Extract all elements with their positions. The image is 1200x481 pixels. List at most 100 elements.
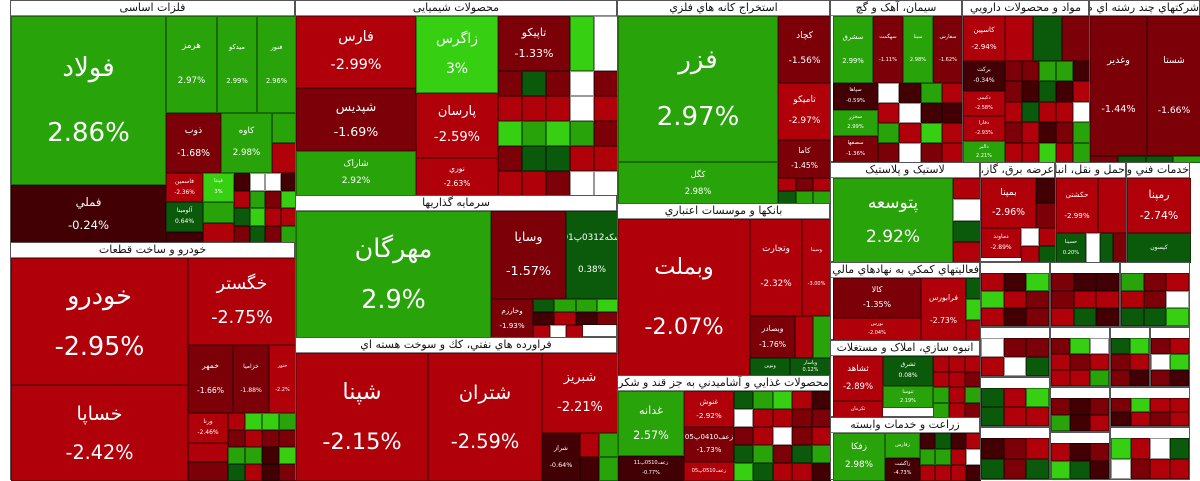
small-stock-tile[interactable]	[949, 387, 965, 403]
small-stock-tile[interactable]	[1073, 122, 1090, 143]
small-stock-tile[interactable]	[878, 143, 900, 163]
stock-tile[interactable]: زعف0510پ05	[684, 462, 734, 481]
small-stock-tile[interactable]	[778, 178, 796, 191]
sector-title[interactable]: خودرو و ساخت قطعات	[11, 243, 294, 258]
small-stock-tile[interactable]	[1089, 443, 1109, 461]
small-stock-tile[interactable]	[965, 387, 981, 403]
small-stock-tile[interactable]	[1073, 308, 1097, 326]
small-stock-tile[interactable]	[1038, 228, 1056, 246]
small-stock-tile[interactable]	[1051, 290, 1074, 309]
small-stock-tile[interactable]	[498, 146, 522, 171]
stock-tile[interactable]: شپدیس -1.69%	[296, 88, 416, 151]
small-stock-tile[interactable]	[933, 371, 949, 387]
small-stock-tile[interactable]	[1051, 308, 1074, 326]
small-stock-tile[interactable]	[1096, 290, 1119, 309]
small-stock-tile[interactable]	[792, 391, 812, 409]
small-stock-tile[interactable]	[965, 356, 981, 372]
sector-title[interactable]: مواد و محصولات دارويي	[963, 1, 1088, 16]
small-stock-tile[interactable]	[933, 402, 949, 418]
stock-tile[interactable]: پتوسعه 2.92%	[833, 178, 953, 263]
small-stock-tile[interactable]	[753, 427, 773, 445]
stock-tile[interactable]: وسینا -3.00%	[802, 219, 831, 316]
small-stock-tile[interactable]	[546, 96, 570, 121]
small-stock-tile[interactable]	[570, 146, 594, 171]
small-stock-tile[interactable]	[1130, 458, 1150, 479]
small-stock-tile[interactable]	[953, 199, 981, 221]
small-stock-tile[interactable]	[1051, 461, 1071, 479]
sector-title[interactable]: محصولات غذايي و آشاميدني به جز قند و شكر	[618, 376, 829, 391]
small-stock-tile[interactable]	[1130, 370, 1149, 386]
small-stock-tile[interactable]	[1061, 16, 1090, 61]
small-stock-tile[interactable]	[920, 83, 942, 103]
small-stock-tile[interactable]	[575, 299, 597, 312]
small-stock-tile[interactable]	[792, 427, 812, 445]
small-stock-tile[interactable]	[1096, 273, 1119, 291]
small-stock-tile[interactable]	[594, 16, 618, 71]
small-stock-tile[interactable]	[234, 208, 250, 226]
small-stock-tile[interactable]	[1121, 290, 1144, 309]
small-stock-tile[interactable]	[795, 178, 814, 191]
small-stock-tile[interactable]	[546, 171, 570, 196]
small-stock-tile[interactable]	[792, 445, 812, 463]
small-stock-tile[interactable]	[792, 409, 812, 427]
sector-title[interactable]: انبوه سازي، املاک و مستغلات	[831, 341, 979, 356]
small-stock-tile[interactable]	[1143, 273, 1167, 291]
small-stock-tile[interactable]	[1022, 101, 1039, 123]
small-stock-tile[interactable]	[899, 123, 921, 143]
small-stock-tile[interactable]	[1089, 414, 1109, 431]
small-stock-tile[interactable]	[920, 143, 942, 163]
small-stock-tile[interactable]	[1005, 61, 1022, 82]
stock-tile[interactable]: کچاد -1.56%	[778, 16, 831, 83]
small-stock-tile[interactable]	[1003, 290, 1027, 309]
small-stock-tile[interactable]	[953, 220, 981, 242]
small-stock-tile[interactable]	[795, 316, 813, 358]
small-stock-tile[interactable]	[1070, 354, 1090, 370]
small-stock-tile[interactable]	[953, 241, 981, 263]
stock-tile[interactable]: سکه0312پ01 0.38%	[566, 211, 618, 299]
small-stock-tile[interactable]	[753, 391, 773, 409]
small-stock-tile[interactable]	[1089, 354, 1109, 370]
small-stock-tile[interactable]	[1151, 370, 1170, 386]
stock-tile[interactable]: سپاها -0.59%	[833, 83, 878, 110]
small-stock-tile[interactable]	[1121, 273, 1144, 291]
small-stock-tile[interactable]	[1111, 338, 1130, 354]
small-stock-tile[interactable]	[575, 312, 597, 325]
small-stock-tile[interactable]	[1130, 354, 1149, 370]
small-stock-tile[interactable]	[1150, 412, 1170, 426]
small-stock-tile[interactable]	[1005, 16, 1034, 61]
sector-title[interactable]: فلزات اساسی	[11, 1, 294, 16]
small-stock-tile[interactable]	[1022, 122, 1039, 143]
small-stock-tile[interactable]	[280, 208, 296, 226]
small-stock-tile[interactable]	[1073, 273, 1097, 291]
small-stock-tile[interactable]	[188, 462, 228, 481]
small-stock-tile[interactable]	[1073, 61, 1090, 82]
stock-tile[interactable]: زعف0410پ05 -1.73%	[684, 427, 734, 462]
stock-tile[interactable]: پارسان -2.59%	[416, 93, 498, 158]
small-stock-tile[interactable]	[935, 465, 951, 481]
stock-tile[interactable]: تامیکو -2.97%	[778, 83, 831, 140]
small-stock-tile[interactable]	[522, 121, 546, 146]
stock-tile[interactable]: وتجارت -2.32%	[750, 219, 802, 316]
small-stock-tile[interactable]	[596, 312, 618, 325]
stock-tile[interactable]: شراز -0.64%	[542, 433, 580, 481]
small-stock-tile[interactable]	[920, 103, 942, 123]
small-stock-tile[interactable]	[594, 171, 618, 196]
small-stock-tile[interactable]	[249, 173, 265, 191]
small-stock-tile[interactable]	[981, 273, 1004, 291]
small-stock-tile[interactable]	[1143, 290, 1167, 309]
small-stock-tile[interactable]	[522, 146, 546, 171]
small-stock-tile[interactable]	[1026, 290, 1049, 309]
stock-tile[interactable]: کاوه 2.98%	[221, 113, 272, 173]
small-stock-tile[interactable]	[228, 430, 245, 447]
small-stock-tile[interactable]	[1003, 458, 1027, 479]
small-stock-tile[interactable]	[234, 190, 250, 208]
small-stock-tile[interactable]	[734, 463, 754, 481]
small-stock-tile[interactable]	[1073, 290, 1097, 309]
sector-title[interactable]: شرکتهاي چند رشته اي صنعتي	[1090, 1, 1199, 16]
stock-tile[interactable]: دفارا -2.93%	[963, 116, 1005, 141]
stock-tile[interactable]: فزر 2.97%	[618, 16, 778, 162]
small-stock-tile[interactable]	[1111, 370, 1130, 386]
small-stock-tile[interactable]	[1166, 308, 1189, 326]
stock-tile[interactable]: کالا -1.35%	[833, 278, 921, 318]
small-stock-tile[interactable]	[734, 445, 754, 463]
